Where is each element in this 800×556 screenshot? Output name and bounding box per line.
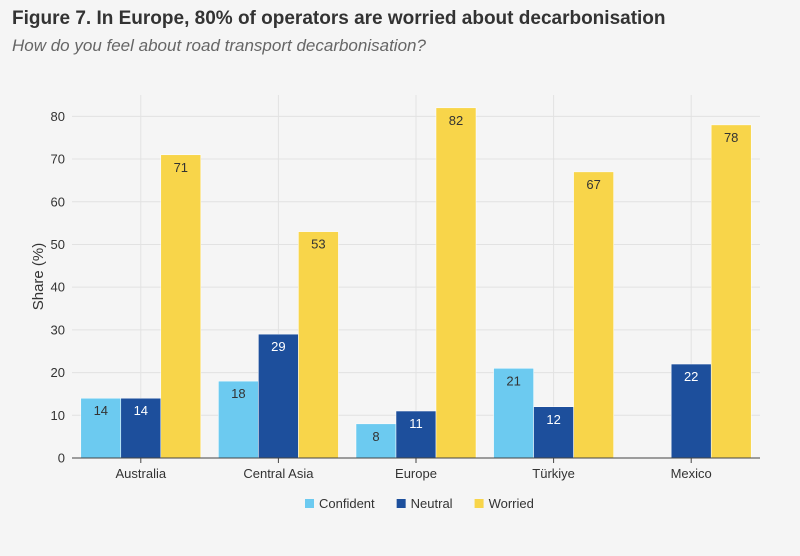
bar-worried — [160, 154, 202, 459]
bar-neutral — [533, 406, 574, 459]
x-tick-label: Central Asia — [243, 466, 314, 481]
y-tick-label: 20 — [51, 365, 65, 380]
bar-worried — [710, 124, 752, 459]
bar-neutral — [395, 410, 437, 459]
bar-worried — [573, 171, 614, 459]
bar-confident — [80, 397, 122, 459]
y-tick-label: 10 — [51, 408, 65, 423]
y-tick-label: 0 — [58, 451, 65, 466]
bar-worried — [298, 231, 339, 459]
bar-neutral — [258, 333, 299, 459]
bar-neutral — [670, 363, 712, 459]
bar-worried — [435, 107, 477, 459]
x-tick-label: Europe — [395, 466, 437, 481]
x-tick-label: Australia — [116, 466, 167, 481]
y-tick-label: 60 — [51, 194, 65, 209]
bar-value-label: 8 — [372, 429, 379, 444]
legend-swatch-worried — [474, 499, 484, 508]
y-tick-label: 40 — [51, 280, 65, 295]
bar-value-label: 12 — [546, 412, 560, 427]
x-tick-label: Mexico — [671, 466, 712, 481]
bar-neutral — [120, 397, 162, 459]
y-tick-label: 30 — [51, 322, 65, 337]
bar-value-label: 53 — [311, 237, 325, 252]
bar-value-label: 21 — [506, 373, 520, 388]
bar-value-label: 82 — [449, 113, 463, 128]
bar-value-label: 11 — [409, 416, 423, 431]
bar-value-label: 18 — [231, 386, 245, 401]
legend-label-worried: Worried — [489, 496, 534, 511]
chart-title: Figure 7. In Europe, 80% of operators ar… — [12, 8, 666, 29]
legend-label-confident: Confident — [319, 496, 375, 511]
legend-label-neutral: Neutral — [411, 496, 453, 511]
y-axis-label: Share (%) — [30, 243, 47, 311]
y-tick-label: 80 — [51, 109, 65, 124]
bar-value-label: 14 — [94, 403, 108, 418]
bar-value-label: 78 — [724, 130, 738, 145]
bar-value-label: 29 — [271, 339, 285, 354]
y-tick-label: 50 — [51, 237, 65, 252]
x-tick-label: Türkiye — [532, 466, 575, 481]
legend-swatch-confident — [305, 499, 314, 508]
bar-value-label: 14 — [134, 403, 148, 418]
bar-value-label: 71 — [174, 160, 188, 175]
legend-swatch-neutral — [396, 499, 406, 508]
chart-subtitle: How do you feel about road transport dec… — [12, 36, 426, 55]
bar-value-label: 22 — [684, 369, 698, 384]
bar-value-label: 67 — [586, 177, 600, 192]
y-tick-label: 70 — [51, 152, 65, 167]
